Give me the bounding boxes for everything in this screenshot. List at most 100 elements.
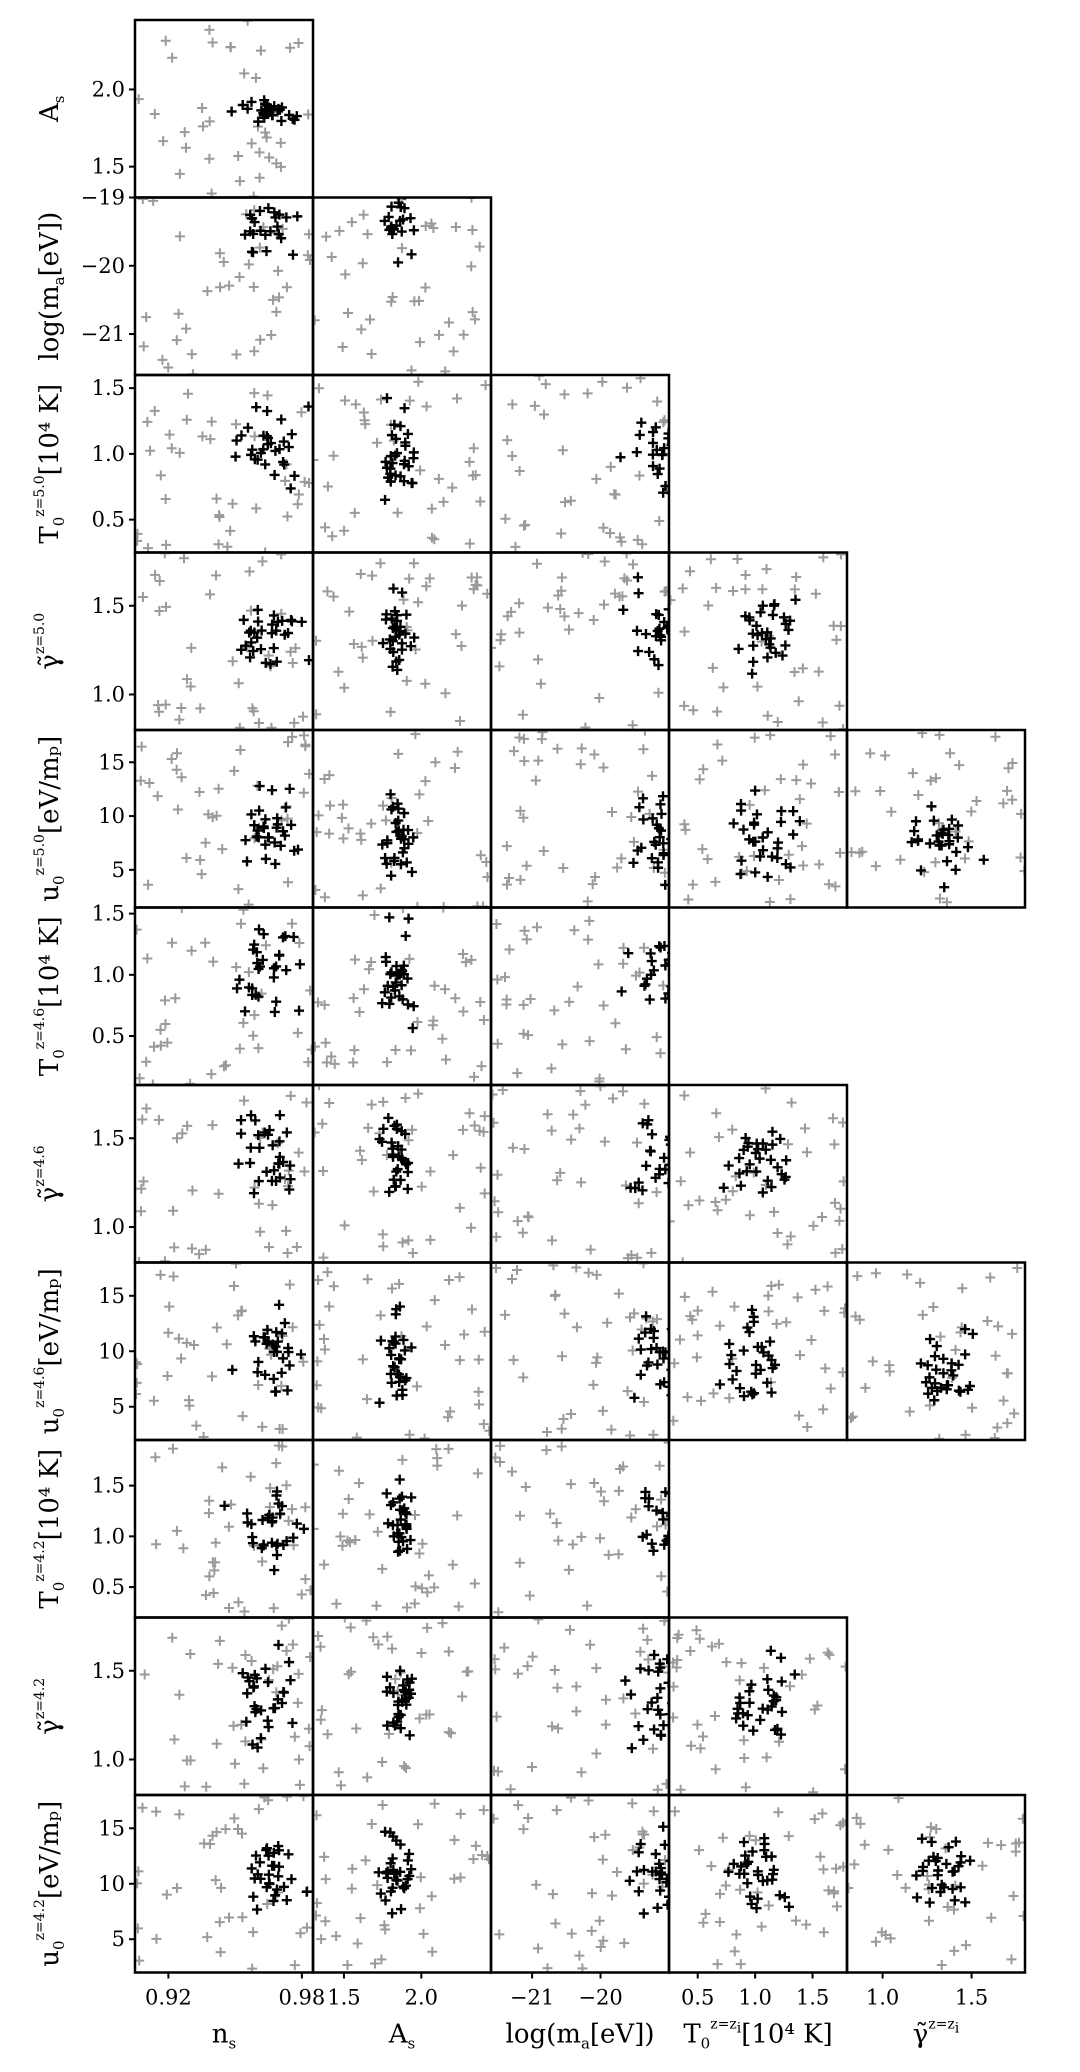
background-point (135, 535, 143, 546)
background-point (372, 1880, 383, 1891)
selected-point (289, 470, 300, 481)
background-point (603, 1549, 614, 1560)
svg-text:γ̃z=zi: γ̃z=zi (913, 2017, 960, 2050)
selected-point (681, 603, 691, 613)
background-point (454, 1202, 465, 1213)
background-point (185, 1078, 196, 1085)
selected-point (254, 781, 265, 792)
background-point (847, 1411, 858, 1422)
selected-point (752, 1866, 763, 1877)
background-point (477, 1850, 488, 1861)
background-point (342, 1960, 353, 1971)
background-point (739, 1753, 750, 1764)
selected-point (955, 1386, 966, 1397)
selected-point (390, 1181, 401, 1192)
selected-point (783, 624, 794, 635)
panel-points (150, 1440, 313, 1617)
background-point (321, 231, 332, 242)
background-point (925, 1832, 936, 1843)
selected-point (655, 1729, 666, 1740)
background-point (695, 1743, 706, 1754)
background-point (933, 818, 944, 829)
background-point (501, 841, 512, 852)
selected-point (236, 1115, 247, 1126)
background-point (320, 522, 331, 533)
selected-point (733, 643, 744, 654)
background-point (491, 1262, 502, 1273)
selected-point (654, 623, 665, 634)
background-point (239, 1606, 250, 1617)
selected-point (245, 1157, 256, 1168)
background-point (223, 1521, 234, 1532)
selected-point (909, 826, 920, 837)
background-point (194, 787, 205, 798)
selected-point (924, 1897, 935, 1908)
svg-text:u0z=4.6[eV/mₚ]: u0z=4.6[eV/mₚ] (32, 1268, 68, 1434)
selected-point (267, 785, 278, 796)
background-point (684, 566, 695, 577)
background-point (617, 1086, 628, 1097)
selected-point (405, 641, 416, 652)
background-point (651, 1032, 662, 1043)
background-point (257, 1556, 268, 1567)
selected-point (253, 1356, 264, 1367)
selected-point (256, 1705, 267, 1716)
background-point (185, 681, 196, 692)
selected-point (377, 839, 388, 850)
background-point (320, 1874, 331, 1885)
background-point (342, 308, 353, 319)
selected-point (679, 1359, 689, 1369)
selected-point (747, 1846, 758, 1857)
selected-point (768, 1864, 779, 1875)
background-point (835, 620, 846, 631)
selected-point (389, 1720, 400, 1731)
selected-point (269, 1565, 280, 1576)
background-point (254, 172, 265, 183)
selected-point (723, 1866, 734, 1877)
background-point (654, 515, 665, 526)
background-point (448, 346, 459, 357)
selected-point (744, 1686, 755, 1697)
background-point (533, 755, 544, 766)
selected-point (654, 832, 665, 843)
selected-point (272, 1538, 283, 1549)
selected-point (684, 636, 694, 646)
background-point (677, 583, 688, 594)
background-point (260, 127, 271, 138)
selected-point (676, 1488, 686, 1498)
background-point (557, 1351, 568, 1362)
selected-point (650, 1849, 661, 1860)
selected-point (279, 1318, 290, 1329)
background-point (418, 1928, 429, 1939)
selected-point (260, 1663, 271, 1674)
background-point (643, 1654, 654, 1665)
selected-point (740, 1850, 751, 1861)
background-point (1013, 1837, 1024, 1848)
background-point (449, 1873, 460, 1884)
background-point (239, 1778, 250, 1789)
background-point (478, 1805, 489, 1816)
selected-point (252, 1742, 263, 1753)
background-point (300, 1502, 311, 1513)
selected-point (242, 856, 253, 867)
background-point (541, 1427, 552, 1437)
selected-point (261, 1166, 272, 1177)
background-point (712, 739, 723, 750)
y-tick-label: 1.0 (92, 1524, 125, 1548)
background-point (721, 1657, 732, 1668)
selected-point (647, 1866, 658, 1877)
background-point (580, 722, 591, 730)
background-point (1003, 763, 1014, 774)
selected-point (379, 987, 390, 998)
background-point (924, 1915, 935, 1926)
panel-points (669, 1085, 847, 1263)
panel-points (491, 1085, 669, 1263)
background-point (404, 1429, 415, 1440)
selected-point (661, 1877, 669, 1888)
background-point (527, 1651, 538, 1662)
background-point (366, 1099, 377, 1110)
background-point (368, 1632, 379, 1643)
background-point (990, 1350, 1001, 1361)
background-point (360, 419, 371, 430)
background-point (917, 730, 928, 739)
